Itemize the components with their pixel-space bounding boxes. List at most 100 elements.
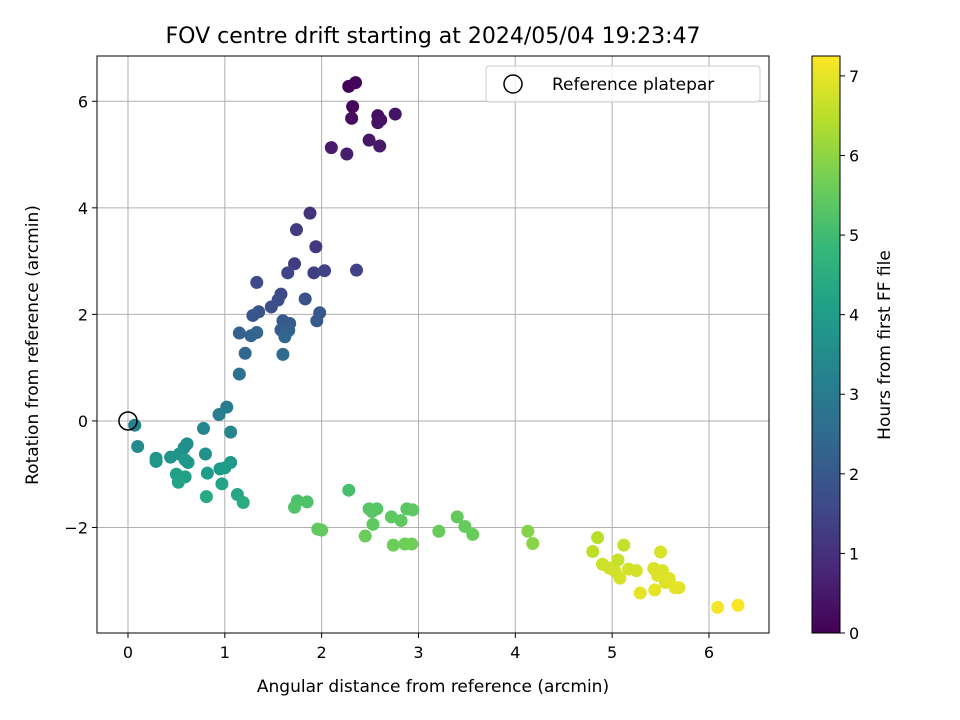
data-point: [648, 583, 662, 597]
data-point: [388, 107, 402, 121]
data-point: [315, 523, 329, 537]
data-point: [310, 314, 324, 328]
colorbar-ticks: 0 1 2 3 4 5 6 7: [840, 67, 859, 643]
data-point: [731, 598, 745, 612]
data-point: [200, 466, 214, 480]
data-point: [346, 100, 360, 114]
data-point: [276, 347, 290, 361]
x-tick-label: 6: [704, 643, 714, 662]
colorbar-tick-label: 6: [849, 146, 859, 165]
data-point: [629, 564, 643, 578]
data-point: [250, 275, 264, 289]
data-point: [171, 475, 185, 489]
colorbar-label: Hours from first FF file: [875, 250, 895, 440]
y-tick-label: −2: [64, 519, 88, 538]
plot-frame: [96, 55, 770, 634]
data-point: [654, 545, 668, 559]
data-point: [278, 330, 292, 344]
x-tick-label: 5: [607, 643, 617, 662]
reference-platepar-marker: [118, 411, 138, 431]
data-point: [288, 500, 302, 514]
legend-box: [485, 65, 761, 103]
y-tick-label: 2: [78, 305, 88, 324]
data-point: [672, 581, 686, 595]
data-point: [232, 326, 246, 340]
data-point: [232, 367, 246, 381]
x-tick-label: 4: [510, 643, 520, 662]
data-point: [658, 575, 672, 589]
data-point: [366, 517, 380, 531]
data-points: [128, 76, 745, 614]
data-point: [406, 503, 420, 517]
x-axis-ticks: 0 1 2 3 4 5 6: [123, 633, 714, 662]
colorbar-tick-label: 7: [849, 67, 859, 86]
data-point: [521, 524, 535, 538]
data-point: [362, 133, 376, 147]
data-point: [212, 408, 226, 422]
chart-title: FOV centre drift starting at 2024/05/04 …: [166, 24, 701, 49]
x-tick-label: 0: [123, 643, 133, 662]
data-point: [371, 116, 385, 130]
legend-reference-marker-icon: [503, 74, 523, 94]
data-point: [318, 264, 332, 278]
data-point: [199, 490, 213, 504]
data-point: [405, 537, 419, 551]
data-point: [236, 495, 250, 509]
data-point: [298, 292, 312, 306]
data-point: [591, 531, 605, 545]
data-point: [215, 477, 229, 491]
data-point: [458, 519, 472, 533]
data-point: [198, 447, 212, 461]
data-point: [450, 510, 464, 524]
data-point: [300, 495, 314, 509]
data-point: [358, 529, 372, 543]
data-point: [289, 223, 303, 237]
data-point: [466, 527, 480, 541]
y-tick-label: 4: [78, 199, 88, 218]
data-point: [181, 456, 195, 470]
data-point: [238, 346, 252, 360]
data-point: [386, 538, 400, 552]
data-point: [264, 300, 278, 314]
colorbar-tick-label: 5: [849, 226, 859, 245]
data-point: [345, 111, 359, 125]
data-point: [281, 266, 295, 280]
data-point: [218, 461, 232, 475]
data-point: [246, 308, 260, 322]
y-axis-label: Rotation from reference (arcmin): [23, 205, 43, 485]
x-tick-label: 3: [413, 643, 423, 662]
data-point: [164, 450, 178, 464]
data-point: [309, 240, 323, 254]
data-point: [394, 514, 408, 528]
data-point: [350, 263, 364, 277]
data-point: [342, 483, 356, 497]
data-point: [224, 425, 238, 439]
colorbar-tick-label: 2: [849, 465, 859, 484]
reference-marker-layer: [118, 411, 138, 431]
data-point: [197, 421, 211, 435]
data-point: [349, 76, 363, 90]
colorbar-tick-label: 0: [849, 624, 859, 643]
data-point: [250, 326, 264, 340]
grid: [97, 56, 769, 633]
data-point: [303, 206, 317, 220]
y-tick-label: 0: [78, 412, 88, 431]
data-point: [432, 524, 446, 538]
legend-label: Reference platepar: [552, 75, 714, 95]
colorbar-tick-label: 1: [849, 544, 859, 563]
colorbar-tick-label: 4: [849, 306, 859, 325]
x-axis-label: Angular distance from reference (arcmin): [257, 677, 609, 697]
y-tick-label: 6: [78, 92, 88, 111]
data-point: [307, 266, 321, 280]
data-point: [340, 147, 354, 161]
data-point: [711, 600, 725, 614]
legend: Reference platepar: [485, 65, 761, 103]
data-point: [526, 536, 540, 550]
x-tick-label: 2: [317, 643, 327, 662]
data-point: [324, 141, 338, 155]
data-point: [617, 538, 631, 552]
data-point: [131, 440, 145, 454]
data-point: [613, 571, 627, 585]
